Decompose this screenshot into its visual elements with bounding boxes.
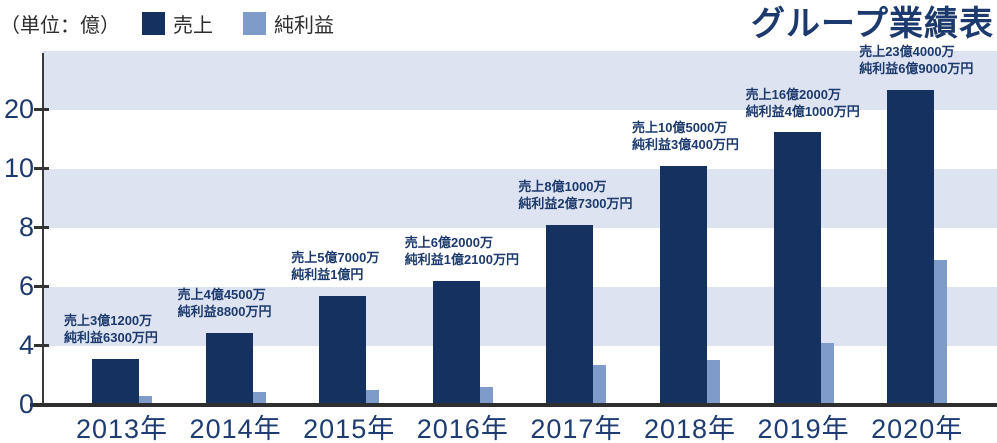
- sales-bar: [319, 295, 367, 405]
- y-axis-line: [42, 53, 44, 405]
- annotation-profit-line: 純利益1億2100万円: [404, 252, 519, 268]
- y-axis-label: 10: [3, 153, 34, 183]
- grid-stripe: [42, 287, 997, 346]
- annotation-sales-line: 売上5億7000万: [291, 250, 380, 266]
- annotation-sales-line: 売上8億1000万: [518, 179, 607, 195]
- x-axis-label: 2017年: [530, 414, 623, 443]
- y-tick: [34, 285, 49, 288]
- sales-bar: [432, 281, 480, 405]
- x-axis-label: 2014年: [189, 414, 282, 443]
- y-axis-label: 6: [18, 271, 34, 301]
- y-tick: [34, 226, 49, 229]
- profit-bar: [820, 343, 834, 405]
- annotation-sales-line: 売上6億2000万: [404, 235, 493, 251]
- sales-bar: [887, 89, 935, 405]
- bar-annotation: 売上10億5000万 純利益3億400万円: [632, 120, 739, 154]
- profit-bar: [252, 392, 266, 405]
- profit-bar: [139, 395, 152, 405]
- bar-annotation: 売上23億4000万 純利益6億9000万円: [859, 44, 973, 78]
- legend-profit-label: 純利益: [274, 15, 334, 37]
- bar-annotation: 売上5億7000万 純利益1億円: [291, 250, 379, 284]
- profit-bar: [366, 390, 380, 405]
- bar-annotation: 売上16億2000万 純利益4億1000万円: [746, 87, 860, 121]
- profit-bar: [934, 260, 948, 405]
- y-tick: [34, 344, 49, 347]
- sales-bar: [205, 332, 253, 405]
- bar-annotation: 売上4億4500万 純利益8800万円: [178, 287, 272, 321]
- x-axis-line: [30, 403, 997, 407]
- legend-item-sales: 売上: [142, 9, 213, 38]
- sales-swatch-icon: [142, 12, 165, 35]
- sales-bar: [773, 132, 821, 405]
- y-axis-label: 4: [18, 330, 34, 360]
- profit-bar: [707, 360, 720, 405]
- bar-annotation: 売上8億1000万 純利益2億7300万円: [518, 179, 632, 213]
- annotation-profit-line: 純利益3億400万円: [632, 137, 739, 153]
- grid-stripe: [42, 169, 997, 228]
- profit-bar: [593, 364, 607, 405]
- y-axis-label: 20: [3, 94, 34, 124]
- legend: （単位：億） 売上 純利益: [0, 9, 364, 38]
- sales-bar: [546, 225, 594, 405]
- annotation-sales-line: 売上23億4000万: [859, 44, 955, 60]
- legend-item-profit: 純利益: [243, 9, 334, 38]
- x-axis-label: 2019年: [757, 414, 850, 443]
- y-tick: [34, 167, 49, 170]
- y-axis-label: 8: [18, 212, 34, 242]
- sales-bar: [660, 166, 707, 405]
- bar-annotation: 売上3億1200万 純利益6300万円: [64, 313, 158, 347]
- bar-annotation: 売上6億2000万 純利益1億2100万円: [405, 235, 519, 269]
- unit-label: （単位：億）: [0, 15, 120, 37]
- annotation-profit-line: 純利益4億1000万円: [745, 103, 860, 119]
- profit-swatch-icon: [243, 12, 266, 35]
- annotation-sales-line: 売上10億5000万: [632, 120, 728, 136]
- x-axis-label: 2018年: [643, 414, 737, 443]
- annotation-sales-line: 売上16億2000万: [745, 86, 841, 102]
- annotation-profit-line: 純利益6300万円: [64, 330, 158, 346]
- annotation-sales-line: 売上3億1200万: [64, 313, 153, 329]
- y-tick: [34, 108, 49, 111]
- x-axis-label: 2015年: [303, 414, 396, 443]
- annotation-profit-line: 純利益2億7300万円: [518, 196, 633, 212]
- x-axis-label: 2016年: [416, 414, 509, 443]
- plot-area: 売上3億1200万 純利益6300万円 売上4億4500万 純利益8800万円 売上5億…: [42, 44, 997, 405]
- annotation-profit-line: 純利益8800万円: [177, 303, 272, 319]
- profit-bar: [479, 387, 493, 405]
- page-title: グループ業績表: [751, 5, 994, 43]
- y-axis-label: 0: [18, 389, 34, 419]
- annotation-profit-line: 純利益1億円: [291, 266, 364, 282]
- annotation-profit-line: 純利益6億9000万円: [859, 61, 974, 77]
- x-axis-label: 2013年: [75, 414, 169, 443]
- annotation-sales-line: 売上4億4500万: [177, 286, 266, 302]
- legend-sales-label: 売上: [173, 15, 213, 37]
- grid-stripe: [42, 53, 997, 110]
- sales-bar: [92, 358, 139, 405]
- x-axis-label: 2020年: [871, 414, 964, 443]
